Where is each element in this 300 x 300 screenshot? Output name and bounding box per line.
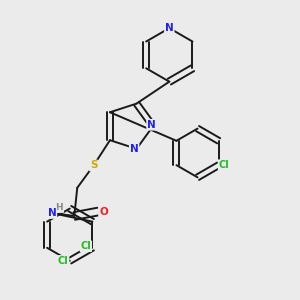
Text: Cl: Cl — [58, 256, 69, 266]
Text: O: O — [99, 206, 108, 217]
Text: Cl: Cl — [219, 160, 230, 170]
Text: Cl: Cl — [80, 241, 91, 251]
Text: S: S — [90, 160, 98, 170]
Text: N: N — [147, 120, 156, 130]
Text: N: N — [130, 144, 139, 154]
Text: N: N — [165, 23, 174, 33]
Text: N: N — [48, 208, 56, 218]
Text: H: H — [56, 203, 63, 212]
